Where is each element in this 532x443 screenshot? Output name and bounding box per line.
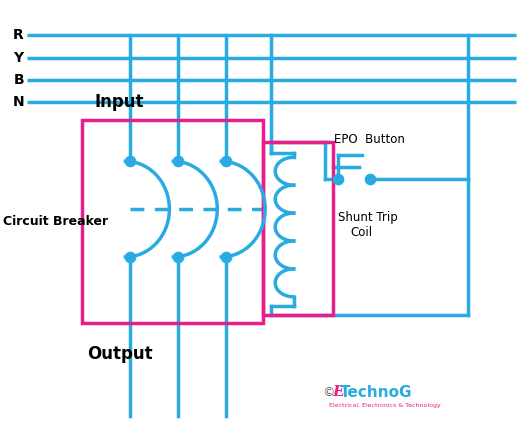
Text: Electrical, Electronics & Technology: Electrical, Electronics & Technology	[329, 403, 440, 408]
Text: Circuit Breaker: Circuit Breaker	[3, 215, 108, 228]
Point	[222, 158, 230, 165]
Text: ©: ©	[322, 385, 334, 399]
Point	[174, 158, 182, 165]
Point	[334, 176, 342, 183]
Text: TechnoG: TechnoG	[339, 385, 412, 400]
Text: Coil: Coil	[350, 226, 372, 239]
Text: EPO  Button: EPO Button	[334, 133, 405, 146]
Point	[174, 253, 182, 260]
Text: Shunt Trip: Shunt Trip	[338, 210, 397, 224]
Text: N: N	[13, 95, 24, 109]
Point	[126, 253, 135, 260]
Text: Output: Output	[87, 346, 153, 363]
Point	[126, 158, 135, 165]
Text: Input: Input	[95, 93, 145, 111]
Text: E: E	[332, 385, 344, 399]
Point	[222, 253, 230, 260]
Text: Y: Y	[13, 51, 24, 65]
Text: R: R	[13, 28, 24, 43]
Text: B: B	[13, 73, 24, 87]
Point	[365, 176, 374, 183]
Bar	[263, 142, 332, 315]
Bar	[82, 120, 263, 323]
